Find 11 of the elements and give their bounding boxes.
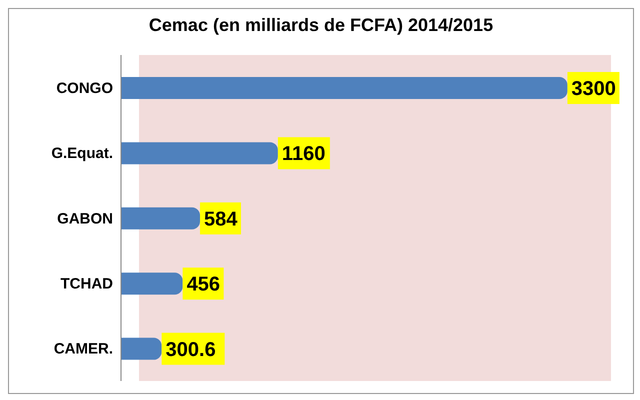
- y-tick-label: CONGO: [56, 80, 114, 97]
- y-tick-label: GABON: [57, 210, 113, 228]
- y-tick-label: G.Equat.: [51, 145, 113, 162]
- y-tick-label: CAMER.: [54, 340, 113, 358]
- data-label: 584: [204, 208, 238, 230]
- chart-title: Cemac (en milliards de FCFA) 2014/2015: [148, 14, 494, 37]
- data-label: 1160: [282, 143, 326, 166]
- data-label: 456: [186, 274, 220, 296]
- data-label: 3300: [571, 78, 616, 100]
- y-tick-label: TCHAD: [60, 276, 114, 293]
- data-label: 300.6: [166, 338, 216, 361]
